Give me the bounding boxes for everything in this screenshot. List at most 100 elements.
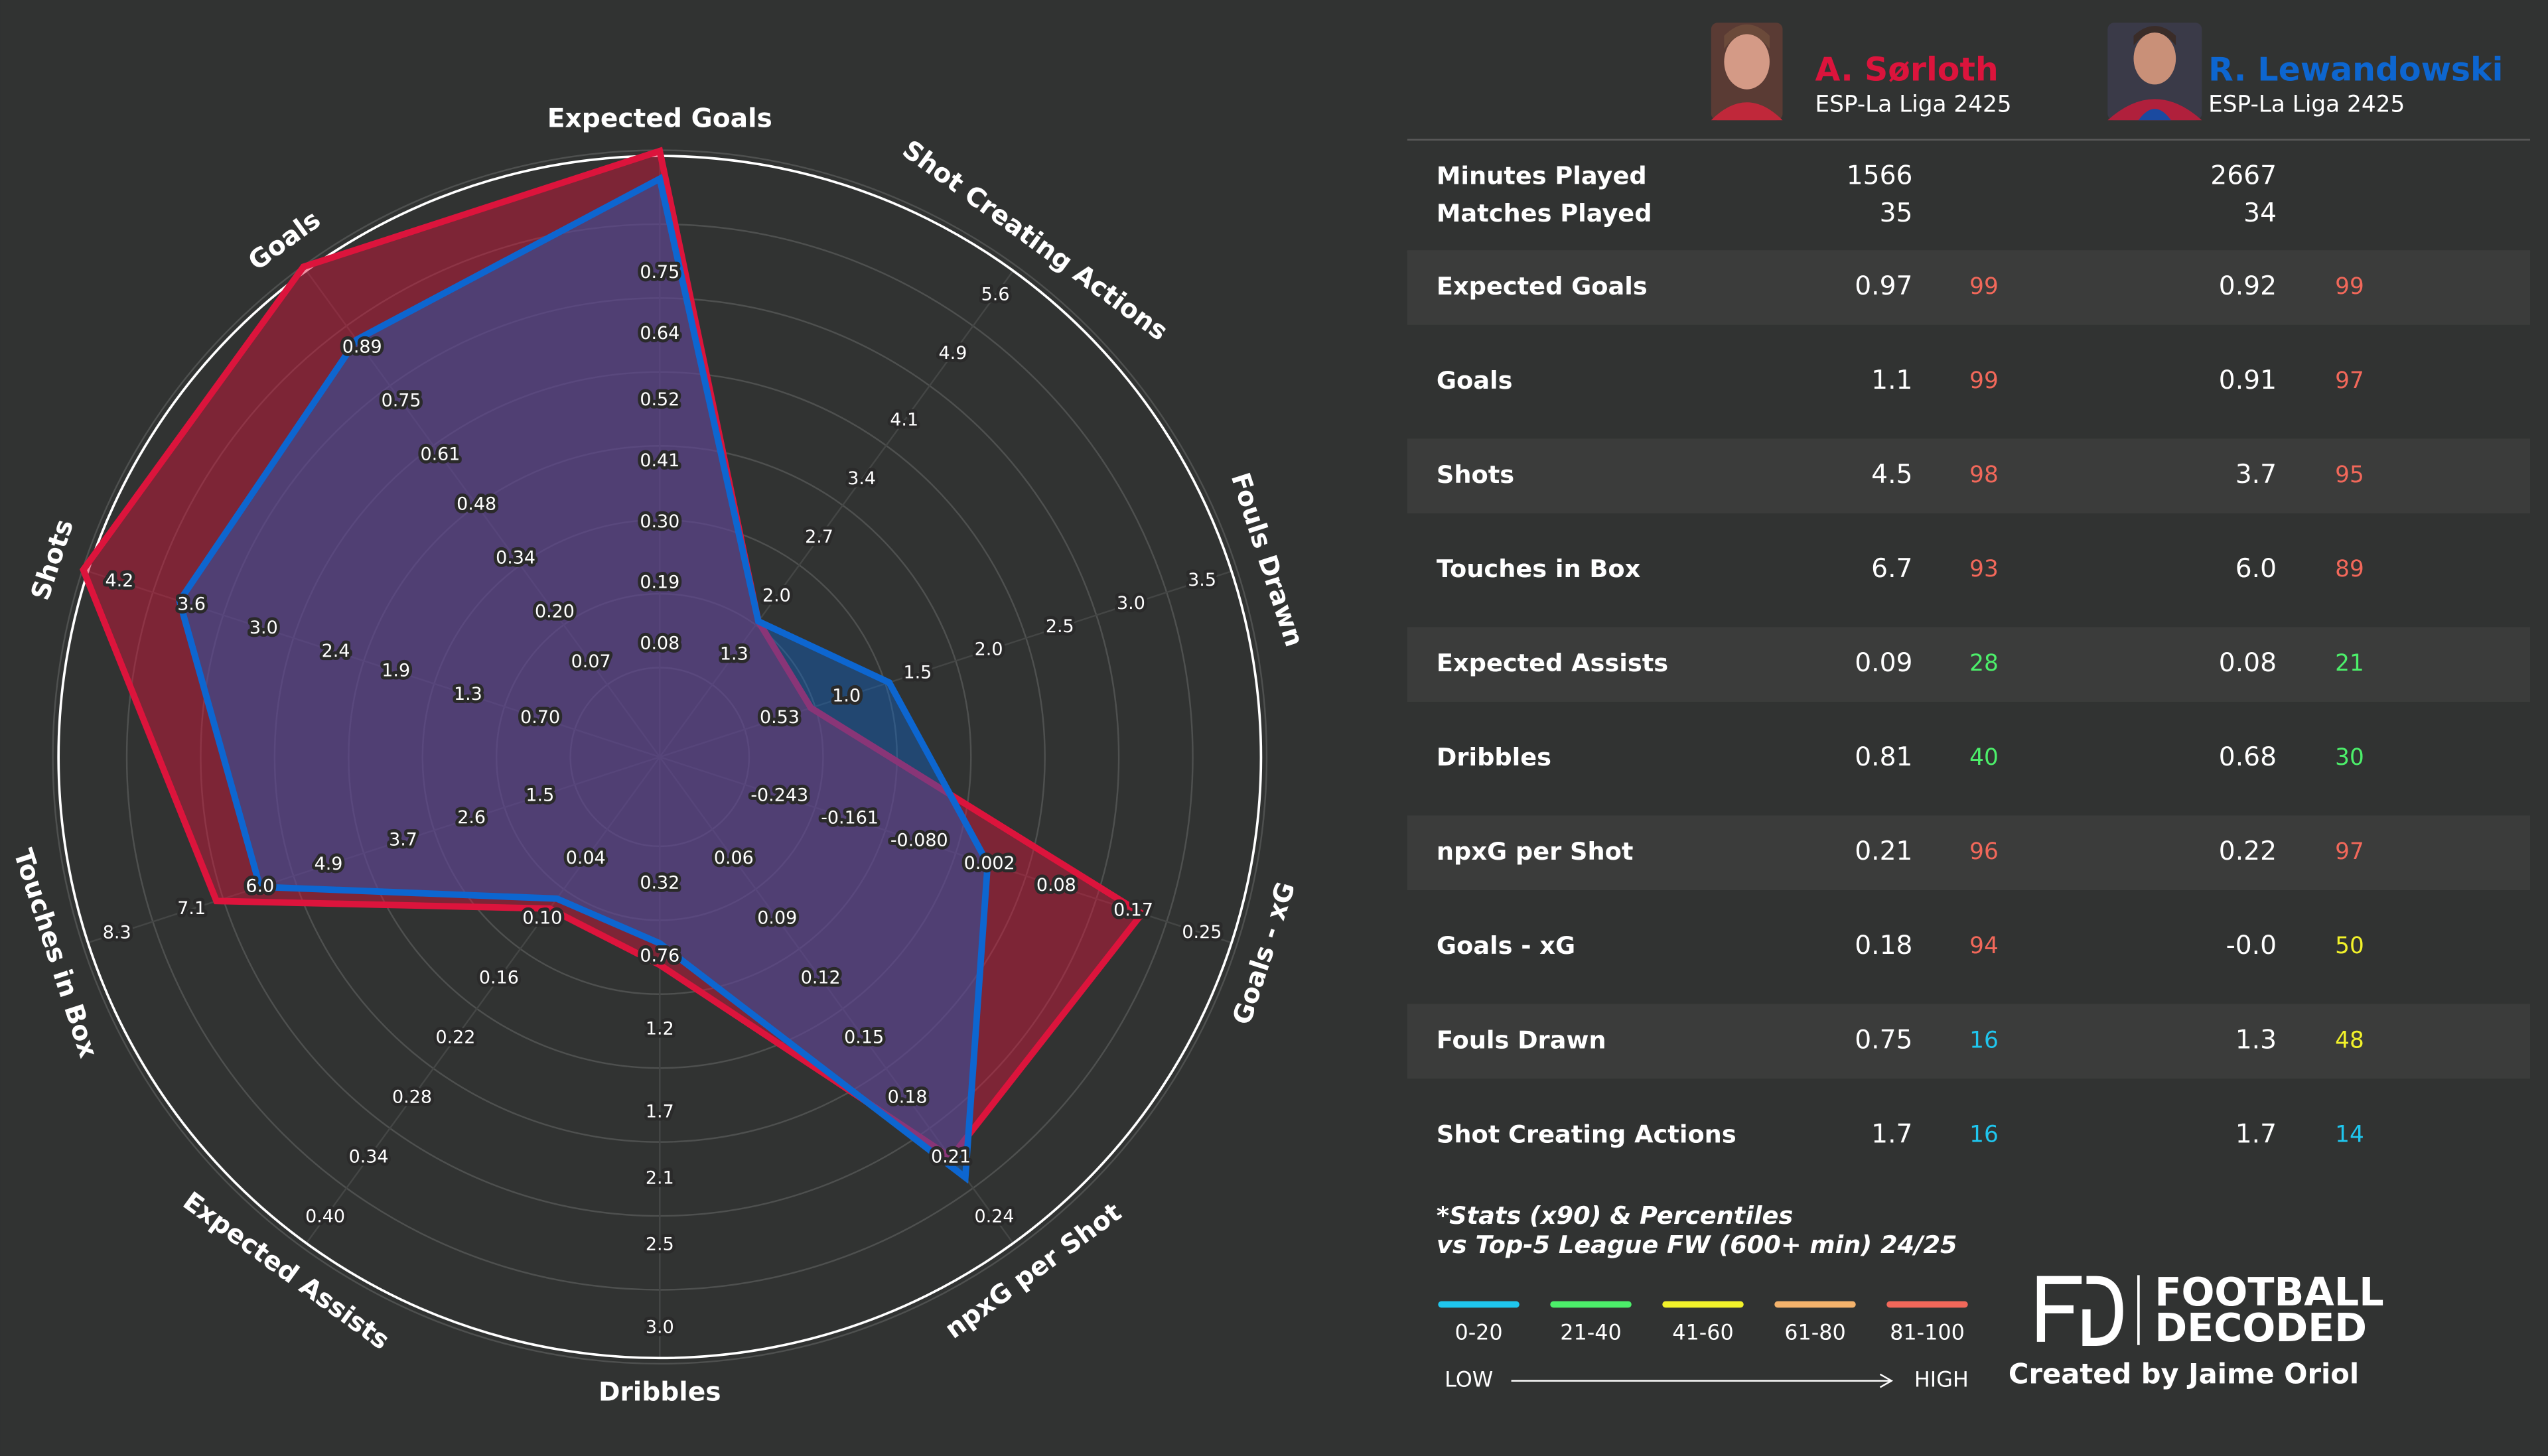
logo-mark: [2036, 1275, 2140, 1346]
tick-label: 3.7: [389, 829, 417, 850]
summary-value: 35: [1880, 198, 1913, 228]
percentile: 99: [2335, 273, 2364, 300]
tick-label: 1.7: [646, 1102, 674, 1122]
tick-label: 4.1: [890, 410, 918, 430]
legend-label: 21-40: [1560, 1320, 1621, 1345]
stat-value: 0.75: [1855, 1025, 1912, 1055]
percentile: 16: [1969, 1027, 1999, 1053]
tick-label: 0.34: [349, 1147, 389, 1167]
tick-label: 0.32: [640, 873, 679, 893]
stat-value: 4.5: [1871, 460, 1912, 490]
stat-value: 1.3: [2235, 1025, 2277, 1055]
stat-value: 0.81: [1855, 742, 1912, 772]
tick-label: 8.3: [103, 923, 131, 943]
row-label: Shot Creating Actions: [1437, 1120, 1736, 1148]
tick-label: -0.161: [821, 808, 879, 828]
percentile: 99: [1969, 273, 1999, 300]
row-label: Fouls Drawn: [1437, 1026, 1606, 1054]
row-label: Matches Played: [1437, 199, 1652, 228]
tick-label: 1.3: [720, 644, 748, 665]
tick-label: 0.15: [844, 1027, 884, 1047]
tick-label: 2.0: [762, 585, 791, 606]
stat-value: 0.97: [1855, 271, 1912, 301]
tick-label: 0.75: [382, 390, 421, 411]
percentile: 93: [1969, 556, 1999, 582]
tick-label: 0.89: [342, 336, 382, 357]
tick-label: 3.0: [1117, 593, 1145, 614]
tick-label: 0.40: [305, 1207, 345, 1227]
percentile: 40: [1969, 744, 1999, 771]
percentile: 94: [1969, 933, 1999, 959]
row-label: Touches in Box: [1437, 555, 1641, 583]
tick-label: 0.04: [566, 848, 606, 868]
tick-label: 2.0: [975, 639, 1003, 660]
tick-label: 3.6: [177, 594, 206, 614]
logo-text: FOOTBALL: [2155, 1269, 2383, 1315]
logo-text: DECODED: [2155, 1305, 2367, 1351]
player-league: ESP-La Liga 2425: [1815, 92, 2012, 118]
spoke: [305, 270, 661, 758]
tick-label: 0.30: [640, 511, 679, 532]
tick-label: 0.12: [801, 967, 841, 988]
tick-label: 0.19: [640, 572, 679, 593]
tick-label: 0.28: [392, 1087, 432, 1108]
stat-value: 0.21: [1855, 836, 1912, 866]
row-label: Expected Assists: [1437, 649, 1668, 677]
tick-label: 0.75: [640, 262, 679, 283]
player-photo: [1711, 23, 1783, 121]
row-band: [1407, 250, 2531, 325]
tick-label: 0.20: [535, 602, 575, 622]
tick-label: 3.4: [847, 468, 876, 489]
row-label: Goals - xG: [1437, 931, 1575, 960]
percentile: 50: [2335, 933, 2364, 959]
tick-label: 1.2: [646, 1019, 674, 1039]
row-band: [1407, 438, 2531, 513]
tick-label: 6.0: [246, 876, 274, 896]
percentile: 98: [1969, 462, 1999, 488]
axis-name: Dribbles: [599, 1378, 721, 1408]
scale-high: HIGH: [1914, 1367, 1969, 1392]
spoke: [305, 756, 661, 1244]
legend-label: 61-80: [1784, 1320, 1846, 1345]
series-area: [176, 174, 991, 1184]
tick-label: 0.16: [479, 967, 519, 988]
stat-value: 6.7: [1871, 554, 1912, 584]
series-area: [79, 147, 1147, 1162]
tick-label: 0.48: [457, 494, 496, 515]
tick-label: 2.7: [805, 527, 833, 547]
percentile: 21: [2335, 650, 2364, 677]
tick-label: 7.1: [177, 898, 206, 919]
player-league: ESP-La Liga 2425: [2208, 92, 2405, 118]
spoke: [659, 570, 1232, 758]
stat-value: 1.7: [1871, 1119, 1912, 1149]
stat-value: 0.92: [2219, 271, 2277, 301]
tick-label: -0.243: [750, 785, 808, 805]
tick-label: 0.08: [1036, 875, 1076, 895]
player-name: R. Lewandowski: [2208, 50, 2503, 88]
tick-label: 0.17: [1113, 900, 1153, 921]
tick-label: 0.34: [496, 548, 535, 568]
tick-label: 0.25: [1182, 922, 1222, 943]
tick-label: 0.70: [520, 707, 560, 728]
legend-label: 41-60: [1672, 1320, 1734, 1345]
row-label: npxG per Shot: [1437, 837, 1633, 866]
tick-label: 0.53: [760, 707, 800, 728]
footnote: *Stats (x90) & Percentiles: [1437, 1201, 1793, 1230]
tick-label: 0.24: [975, 1207, 1015, 1227]
tick-label: 0.08: [640, 633, 679, 653]
legend-label: 0-20: [1454, 1320, 1502, 1345]
spoke: [88, 756, 660, 944]
stat-value: 0.08: [2219, 648, 2277, 678]
tick-label: 3.0: [249, 618, 278, 638]
tick-label: 1.0: [832, 685, 861, 706]
footnote: vs Top-5 League FW (600+ min) 24/25: [1437, 1230, 1957, 1259]
scale-arrow: [1879, 1373, 1894, 1388]
tick-label: 0.22: [435, 1027, 475, 1047]
stat-value: -0.0: [2226, 931, 2277, 960]
percentile: 96: [1969, 838, 1999, 865]
row-label: Goals: [1437, 366, 1513, 395]
stat-value: 1.1: [1871, 365, 1912, 395]
percentile: 99: [1969, 367, 1999, 394]
